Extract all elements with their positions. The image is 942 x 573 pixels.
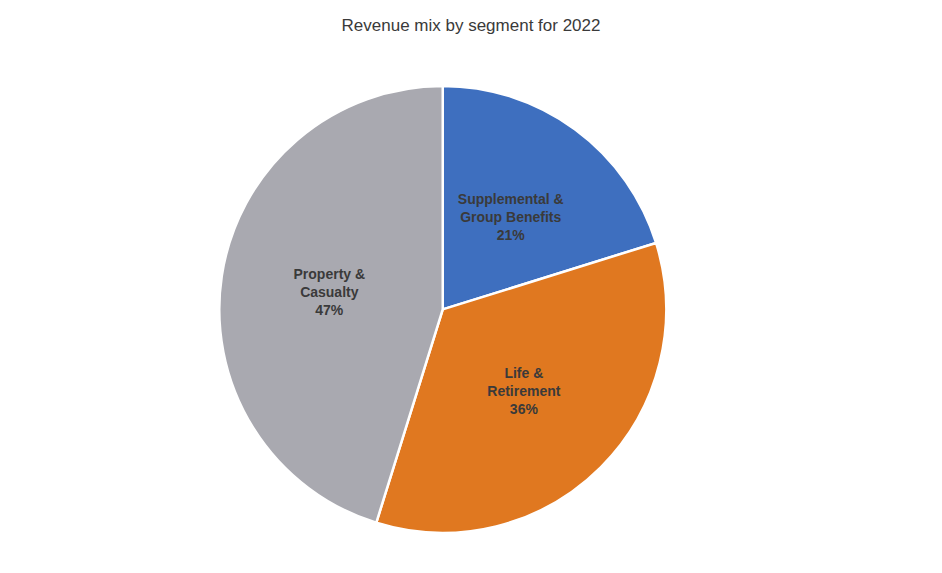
svg-text:Casualty: Casualty — [300, 284, 359, 300]
svg-text:Revenue mix by segment for 202: Revenue mix by segment for 2022 — [342, 16, 601, 35]
svg-text:Retirement: Retirement — [487, 383, 560, 399]
svg-text:Supplemental &: Supplemental & — [458, 191, 564, 207]
svg-text:Life &: Life & — [504, 365, 543, 381]
svg-text:36%: 36% — [510, 401, 539, 417]
svg-text:Group Benefits: Group Benefits — [460, 209, 561, 225]
svg-text:Property &: Property & — [294, 266, 366, 282]
svg-text:21%: 21% — [497, 227, 526, 243]
svg-text:47%: 47% — [315, 302, 344, 318]
